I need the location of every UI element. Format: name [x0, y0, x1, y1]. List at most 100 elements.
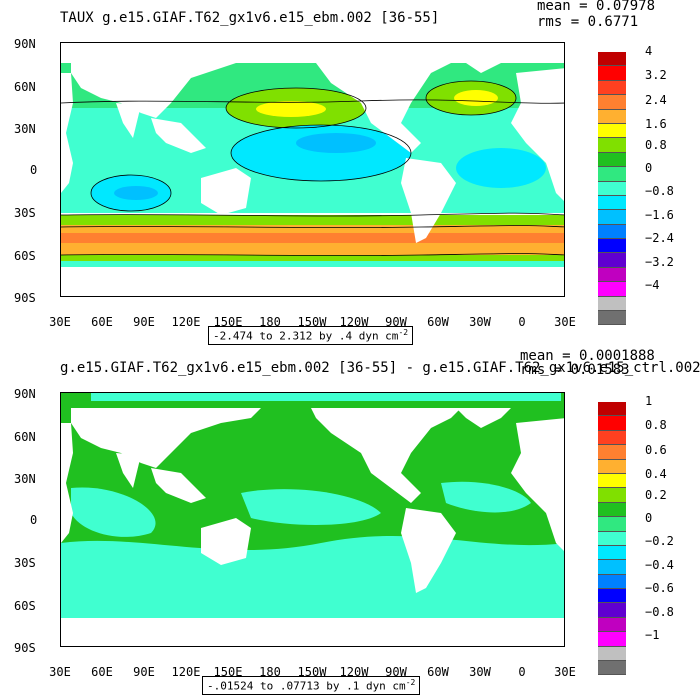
- lon-label: 30E: [554, 665, 576, 679]
- indian-cyan-region: [71, 487, 156, 537]
- colorbar-swatch: [598, 574, 626, 590]
- lon-label: 60E: [91, 315, 113, 329]
- colorbar-label: −4: [645, 278, 660, 292]
- lon-label: 90E: [133, 315, 155, 329]
- lon-label: 30E: [554, 315, 576, 329]
- colorbar-label: 0: [645, 161, 653, 175]
- lat-label: 90N: [14, 387, 36, 401]
- lat-label: 30N: [14, 472, 36, 486]
- bottom-range-box: -.01524 to .07713 by .1 dyn cm-2: [202, 676, 421, 695]
- bottom-map-panel: g.e15.GIAF.T62_gx1v6.e15_ebm.002 [36-55]…: [0, 348, 700, 700]
- lon-label: 30E: [49, 665, 71, 679]
- pacific-cyan-region: [241, 489, 381, 525]
- colorbar-label: −0.4: [645, 558, 674, 572]
- colorbar-swatch: [598, 95, 626, 110]
- top-map-svg: [61, 43, 564, 296]
- lon-label: 30E: [49, 315, 71, 329]
- africa-land: [61, 423, 73, 543]
- indonesia-land: [151, 468, 206, 503]
- asia-land: [71, 408, 261, 468]
- north-america-land: [311, 408, 461, 503]
- lon-label: 60W: [427, 665, 449, 679]
- lon-label: 150W: [297, 315, 327, 329]
- colorbar-swatch: [598, 52, 626, 67]
- top-rms-stat: rms = 0.6771: [537, 14, 639, 30]
- colorbar-swatch: [598, 138, 626, 153]
- colorbar-swatch: [598, 80, 626, 96]
- colorbar-label: −2.4: [645, 231, 674, 245]
- colorbar-swatch: [598, 311, 626, 326]
- colorbar-swatch: [598, 617, 626, 633]
- top-range-box: -2.474 to 2.312 by .4 dyn cm-2: [208, 326, 414, 345]
- colorbar-swatch: [598, 589, 626, 604]
- colorbar-swatch: [598, 473, 626, 489]
- lon-label: 30W: [469, 665, 491, 679]
- colorbar-swatch: [598, 239, 626, 254]
- australia-land: [201, 168, 251, 215]
- lon-label: 150E: [213, 665, 243, 679]
- bottom-range-exp: -2: [405, 678, 416, 687]
- southern-belt-core: [61, 233, 564, 243]
- lat-label: 60N: [14, 430, 36, 444]
- lon-label: 150E: [213, 315, 243, 329]
- bottom-colorbar: [598, 402, 626, 676]
- lon-label: 120W: [339, 665, 369, 679]
- colorbar-swatch: [598, 560, 626, 575]
- colorbar-swatch: [598, 459, 626, 474]
- colorbar-label: 4: [645, 44, 653, 58]
- colorbar-label: 1.6: [645, 117, 667, 131]
- colorbar-swatch: [598, 224, 626, 240]
- colorbar-swatch: [598, 109, 626, 124]
- colorbar-swatch: [598, 195, 626, 211]
- greenland-land: [456, 408, 511, 428]
- southern-cyan-region: [61, 535, 564, 618]
- colorbar-swatch: [598, 531, 626, 546]
- colorbar-label: −1: [645, 628, 660, 642]
- lat-label: 30N: [14, 122, 36, 136]
- north-atlantic-jet-core: [454, 90, 498, 106]
- colorbar-label: 0.4: [645, 467, 667, 481]
- colorbar-swatch: [598, 646, 626, 662]
- colorbar-label: 1: [645, 394, 653, 408]
- europe-africa-land: [511, 68, 564, 201]
- india-land: [116, 453, 141, 488]
- lat-label: 90S: [14, 291, 36, 305]
- lon-label: 0: [518, 315, 526, 329]
- colorbar-label: −1.6: [645, 208, 674, 222]
- southern-belt-outer: [61, 215, 564, 227]
- colorbar-swatch: [598, 430, 626, 446]
- colorbar-label: 0: [645, 511, 653, 525]
- colorbar-swatch: [598, 210, 626, 225]
- south-america-land: [401, 158, 456, 243]
- lon-label: 90E: [133, 665, 155, 679]
- colorbar-label: 3.2: [645, 68, 667, 82]
- colorbar-swatch: [598, 402, 626, 417]
- south-america-land: [401, 508, 456, 593]
- lon-label: 150W: [297, 665, 327, 679]
- atlantic-trades: [456, 148, 546, 188]
- top-map-title: TAUX g.e15.GIAF.T62_gx1v6.e15_ebm.002 [3…: [60, 10, 440, 26]
- north-pacific-jet-core: [256, 101, 326, 117]
- colorbar-label: −3.2: [645, 255, 674, 269]
- india-land: [116, 103, 141, 138]
- lon-label: 120E: [171, 665, 201, 679]
- lat-label: 90S: [14, 641, 36, 655]
- top-range-exp: -2: [398, 328, 409, 337]
- north-america-land: [311, 43, 461, 153]
- colorbar-label: −0.2: [645, 534, 674, 548]
- lat-label: 60S: [14, 599, 36, 613]
- colorbar-swatch: [598, 632, 626, 647]
- lon-label: 60E: [91, 665, 113, 679]
- asia-land: [71, 43, 261, 118]
- lat-label: 30S: [14, 556, 36, 570]
- greenland-land: [456, 43, 511, 73]
- lon-label: 90W: [385, 315, 407, 329]
- colorbar-swatch: [598, 181, 626, 196]
- bottom-mean-stat: mean = 0.0001888: [520, 348, 655, 364]
- colorbar-swatch: [598, 545, 626, 561]
- top-range-text: -2.474 to 2.312 by .4 dyn cm: [213, 329, 399, 343]
- colorbar-swatch: [598, 488, 626, 503]
- colorbar-label: −0.8: [645, 605, 674, 619]
- colorbar-label: 0.2: [645, 488, 667, 502]
- colorbar-label: 0.8: [645, 138, 667, 152]
